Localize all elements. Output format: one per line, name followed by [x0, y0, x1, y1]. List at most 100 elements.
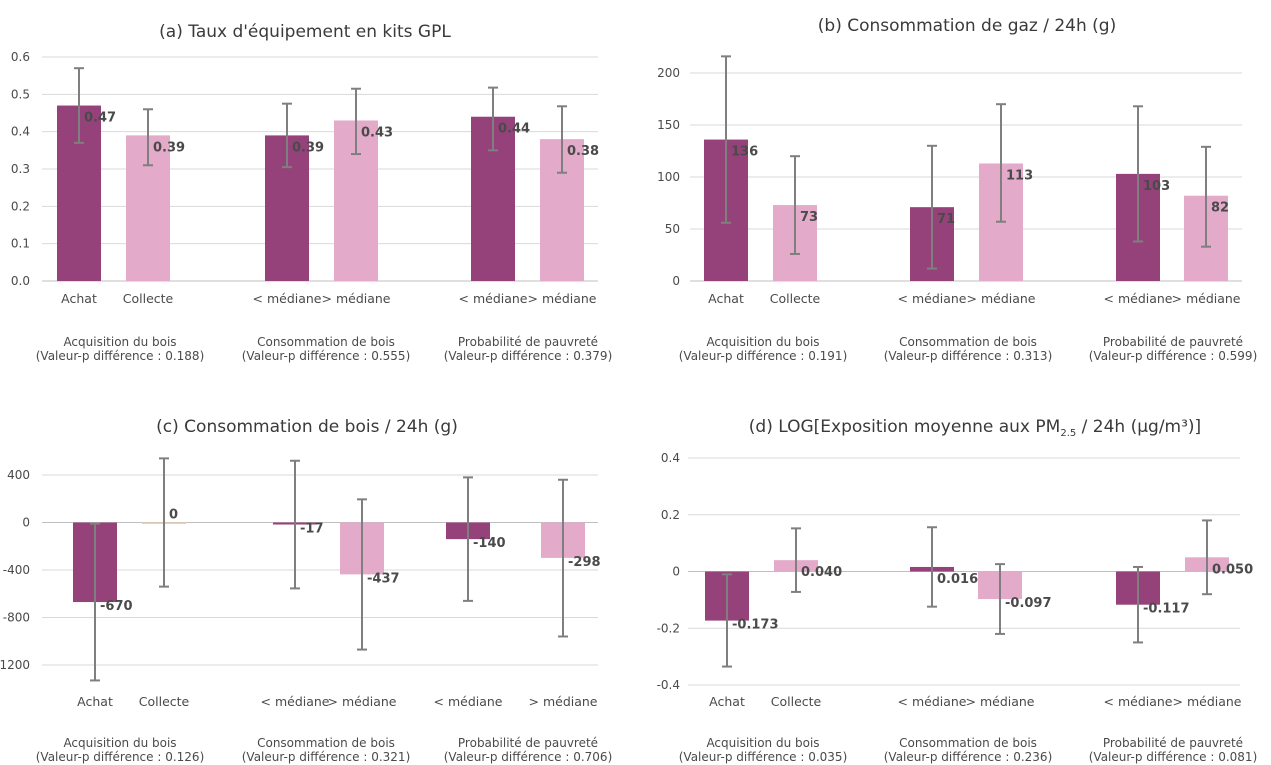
chart-1-category-label: < médiane: [1104, 291, 1173, 306]
chart-2-y-tick-label: 0: [22, 516, 30, 530]
chart-1-title: (b) Consommation de gaz / 24h (g): [818, 16, 1116, 36]
chart-2-group-label: Acquisition du bois: [63, 736, 176, 750]
chart-1-category-label: Achat: [708, 291, 744, 306]
chart-0-group-pvalue: (Valeur-p différence : 0.555): [242, 349, 411, 363]
chart-2-y-tick-label: -400: [3, 563, 30, 577]
chart-3-y-tick-label: -0.4: [657, 678, 680, 692]
chart-1-group-pvalue: (Valeur-p différence : 0.599): [1089, 349, 1258, 363]
chart-3-title: (d) LOG[Exposition moyenne aux PM2.5 / 2…: [749, 417, 1201, 439]
chart-1-group-label: Acquisition du bois: [706, 335, 819, 349]
chart-0-y-tick-label: 0.0: [11, 274, 30, 288]
chart-0-data-label: 0.47: [84, 111, 116, 126]
chart-0-category-label: < médiane: [253, 291, 322, 306]
chart-1-y-tick-label: 0: [672, 274, 680, 288]
chart-1-data-label: 73: [800, 210, 818, 225]
chart-2-data-label: -298: [568, 555, 601, 570]
chart-1-category-label: < médiane: [898, 291, 967, 306]
chart-3-data-label: -0.173: [732, 618, 779, 633]
chart-1-y-tick-label: 50: [665, 222, 680, 236]
chart-2-group-label: Consommation de bois: [257, 736, 395, 750]
chart-3-category-label: > médiane: [1173, 694, 1242, 709]
chart-3-group-pvalue: (Valeur-p différence : 0.081): [1089, 750, 1258, 764]
chart-1-data-label: 136: [731, 145, 758, 160]
chart-0-y-tick-label: 0.6: [11, 50, 30, 64]
chart-3-y-tick-label: 0.4: [661, 451, 680, 465]
chart-3-data-label: 0.016: [937, 572, 978, 587]
chart-3-group-label: Consommation de bois: [899, 736, 1037, 750]
chart-1-data-label: 113: [1006, 168, 1033, 183]
chart-1-category-label: > médiane: [1172, 291, 1241, 306]
chart-1-category-label: Collecte: [770, 291, 821, 306]
chart-3-y-tick-label: -0.2: [657, 621, 680, 635]
chart-1-y-tick-label: 150: [657, 118, 680, 132]
chart-0-y-tick-label: 0.2: [11, 199, 30, 213]
chart-3-group-label: Acquisition du bois: [706, 736, 819, 750]
chart-0-data-label: 0.44: [498, 122, 530, 137]
chart-0-y-tick-label: 0.3: [11, 162, 30, 176]
chart-1-group-pvalue: (Valeur-p différence : 0.313): [884, 349, 1053, 363]
chart-2-y-tick-label: -800: [3, 611, 30, 625]
chart-2-group-pvalue: (Valeur-p différence : 0.321): [242, 750, 411, 764]
chart-0-y-tick-label: 0.4: [11, 125, 30, 139]
chart-3-group-pvalue: (Valeur-p différence : 0.236): [884, 750, 1053, 764]
chart-2-category-label: < médiane: [434, 694, 503, 709]
chart-3-title-sub: 2.5: [1060, 428, 1076, 439]
chart-2-title: (c) Consommation de bois / 24h (g): [156, 417, 458, 437]
chart-0-group-pvalue: (Valeur-p différence : 0.379): [444, 349, 613, 363]
chart-0-group-pvalue: (Valeur-p différence : 0.188): [36, 349, 205, 363]
chart-0-title: (a) Taux d'équipement en kits GPL: [159, 22, 451, 42]
chart-2-category-label: > médiane: [328, 694, 397, 709]
chart-3-category-label: Achat: [709, 694, 745, 709]
chart-3-group-label: Probabilité de pauvreté: [1103, 736, 1243, 750]
chart-3-category-label: < médiane: [1104, 694, 1173, 709]
chart-2-group-pvalue: (Valeur-p différence : 0.126): [36, 750, 205, 764]
chart-1-y-tick-label: 100: [657, 170, 680, 184]
chart-2-data-label: -437: [367, 571, 400, 586]
chart-2-category-label: < médiane: [261, 694, 330, 709]
chart-0-y-tick-label: 0.5: [11, 87, 30, 101]
chart-3-title-tail: / 24h (µg/m³)]: [1076, 417, 1201, 437]
chart-0-data-label: 0.39: [292, 140, 324, 155]
chart-1-data-label: 71: [937, 212, 955, 227]
chart-0-category-label: Collecte: [123, 291, 174, 306]
chart-2-data-label: -140: [473, 536, 506, 551]
chart-3-category-label: Collecte: [771, 694, 822, 709]
chart-0-data-label: 0.43: [361, 125, 393, 140]
chart-2-group-label: Probabilité de pauvreté: [458, 736, 598, 750]
chart-3-group-pvalue: (Valeur-p différence : 0.035): [679, 750, 848, 764]
chart-0-data-label: 0.39: [153, 140, 185, 155]
chart-1-data-label: 103: [1143, 179, 1170, 194]
chart-2-data-label: 0: [169, 508, 178, 523]
chart-3-y-tick-label: 0.2: [661, 508, 680, 522]
chart-3-category-label: > médiane: [966, 694, 1035, 709]
chart-0-group-label: Consommation de bois: [257, 335, 395, 349]
chart-3-data-label: -0.097: [1005, 596, 1052, 611]
chart-3-data-label: -0.117: [1143, 602, 1190, 617]
chart-1-y-tick-label: 200: [657, 66, 680, 80]
chart-2-group-pvalue: (Valeur-p différence : 0.706): [444, 750, 613, 764]
chart-0-group-label: Probabilité de pauvreté: [458, 335, 598, 349]
chart-1-group-pvalue: (Valeur-p différence : 0.191): [679, 349, 848, 363]
chart-0-category-label: > médiane: [322, 291, 391, 306]
chart-0-category-label: < médiane: [459, 291, 528, 306]
chart-1-data-label: 82: [1211, 201, 1229, 216]
chart-0-group-label: Acquisition du bois: [63, 335, 176, 349]
chart-1-group-label: Consommation de bois: [899, 335, 1037, 349]
chart-2-category-label: Achat: [77, 694, 113, 709]
chart-0-data-label: 0.38: [567, 144, 599, 159]
chart-2-data-label: -17: [300, 522, 324, 537]
chart-3-y-tick-label: 0: [672, 565, 680, 579]
chart-2-y-tick-label: -1200: [0, 658, 30, 672]
chart-0-category-label: > médiane: [528, 291, 597, 306]
chart-1-category-label: > médiane: [967, 291, 1036, 306]
chart-3-title-main: (d) LOG[Exposition moyenne aux PM: [749, 417, 1061, 437]
chart-3-data-label: 0.040: [801, 565, 842, 580]
chart-1-group-label: Probabilité de pauvreté: [1103, 335, 1243, 349]
chart-2-category-label: > médiane: [529, 694, 598, 709]
chart-2-data-label: -670: [100, 599, 133, 614]
chart-0-y-tick-label: 0.1: [11, 237, 30, 251]
chart-3-data-label: 0.050: [1212, 562, 1253, 577]
chart-3-category-label: < médiane: [898, 694, 967, 709]
